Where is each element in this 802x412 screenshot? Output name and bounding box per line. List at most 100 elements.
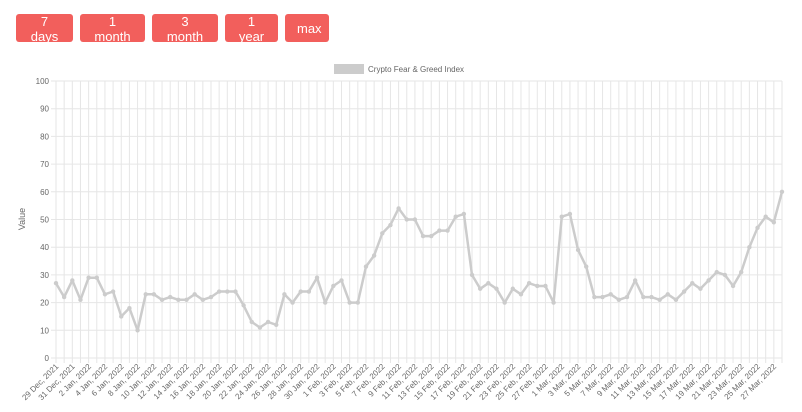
data-point[interactable] [632, 278, 638, 283]
legend[interactable]: Crypto Fear & Greed Index [334, 64, 464, 74]
data-point[interactable] [70, 278, 75, 283]
data-point[interactable] [176, 297, 181, 303]
data-point[interactable] [690, 281, 695, 286]
data-point[interactable] [110, 289, 116, 294]
data-point[interactable] [608, 292, 613, 297]
data-point[interactable] [657, 297, 662, 303]
data-point[interactable] [396, 206, 401, 211]
data-point[interactable] [624, 294, 630, 300]
data-point[interactable] [200, 297, 206, 303]
data-point[interactable] [135, 328, 140, 333]
data-point[interactable] [282, 292, 287, 297]
data-point[interactable] [143, 292, 148, 297]
range-1-year-button[interactable]: 1 year [225, 14, 278, 44]
data-point[interactable] [779, 189, 785, 194]
range-7-days-button[interactable]: 7 days [16, 14, 73, 44]
data-point[interactable] [388, 222, 393, 228]
data-point[interactable] [265, 319, 271, 325]
data-point[interactable] [420, 233, 426, 239]
data-point[interactable] [641, 294, 646, 300]
data-point[interactable] [94, 275, 99, 280]
data-point[interactable] [730, 283, 736, 289]
data-point[interactable] [755, 225, 760, 231]
data-point[interactable] [290, 300, 295, 305]
data-point[interactable] [584, 264, 589, 269]
data-point[interactable] [363, 264, 369, 269]
data-point[interactable] [61, 294, 67, 300]
data-point[interactable] [575, 247, 581, 253]
data-point[interactable] [445, 228, 450, 233]
data-point[interactable] [665, 292, 670, 297]
data-point[interactable] [380, 231, 385, 236]
data-point[interactable] [567, 211, 573, 217]
data-point[interactable] [274, 322, 279, 327]
data-point[interactable] [469, 272, 475, 278]
data-point[interactable] [681, 289, 687, 294]
data-point[interactable] [592, 294, 597, 300]
data-point[interactable] [502, 300, 507, 305]
data-point[interactable] [216, 289, 222, 294]
data-point[interactable] [551, 300, 556, 305]
data-point[interactable] [453, 214, 458, 219]
data-point[interactable] [322, 300, 328, 305]
data-point[interactable] [331, 283, 336, 289]
y-tick-label: 0 [45, 354, 50, 363]
data-point[interactable] [355, 300, 361, 305]
data-point[interactable] [543, 283, 548, 289]
data-point[interactable] [184, 297, 189, 303]
data-point[interactable] [371, 253, 377, 258]
data-point[interactable] [404, 217, 409, 222]
data-point[interactable] [771, 220, 777, 225]
data-point[interactable] [739, 269, 744, 275]
y-tick-label: 40 [40, 243, 49, 252]
data-point[interactable] [192, 292, 197, 297]
range-3-month-button[interactable]: 3 month [152, 14, 218, 44]
data-point[interactable] [233, 289, 238, 294]
data-point[interactable] [747, 245, 752, 250]
data-point[interactable] [208, 294, 214, 300]
data-point[interactable] [559, 214, 564, 219]
range-1-month-button[interactable]: 1 month [80, 14, 145, 44]
data-point[interactable] [698, 286, 703, 291]
data-point[interactable] [339, 278, 344, 283]
data-point[interactable] [494, 286, 499, 291]
data-point[interactable] [53, 281, 59, 286]
data-point[interactable] [298, 289, 303, 294]
data-point[interactable] [412, 217, 418, 222]
data-point[interactable] [673, 297, 679, 303]
range-max-button[interactable]: max [285, 14, 329, 42]
data-point[interactable] [86, 275, 91, 280]
data-point[interactable] [314, 275, 320, 280]
data-point[interactable] [241, 303, 246, 308]
data-point[interactable] [510, 286, 516, 291]
data-point[interactable] [257, 325, 263, 330]
data-point[interactable] [127, 305, 132, 311]
data-point[interactable] [535, 283, 540, 289]
data-point[interactable] [722, 272, 728, 278]
data-point[interactable] [102, 292, 108, 297]
data-point[interactable] [225, 289, 230, 294]
data-point[interactable] [347, 300, 352, 305]
data-point[interactable] [616, 297, 622, 303]
data-point[interactable] [306, 289, 312, 294]
data-point[interactable] [78, 297, 83, 303]
data-point[interactable] [518, 292, 524, 297]
data-point[interactable] [649, 294, 654, 300]
data-point[interactable] [151, 292, 157, 297]
data-point[interactable] [159, 297, 165, 303]
data-point[interactable] [168, 294, 173, 300]
data-point[interactable] [486, 281, 491, 286]
data-point[interactable] [461, 211, 467, 217]
data-point[interactable] [526, 281, 532, 286]
data-point[interactable] [477, 286, 483, 291]
data-point[interactable] [600, 294, 605, 300]
data-point[interactable] [763, 214, 768, 219]
data-point[interactable] [249, 319, 254, 325]
data-point[interactable] [706, 278, 711, 283]
data-point[interactable] [437, 228, 442, 233]
data-point[interactable] [119, 314, 124, 319]
data-point[interactable] [714, 269, 719, 275]
y-axis-title: Value [17, 208, 27, 230]
data-point[interactable] [429, 233, 434, 239]
